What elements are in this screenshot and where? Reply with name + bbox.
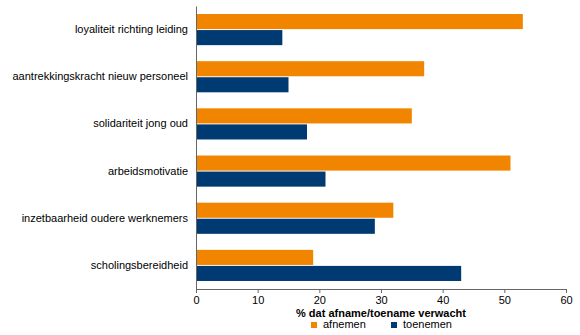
bar (196, 124, 307, 139)
y-tick-label: solidariteit jong oud (93, 117, 188, 129)
y-tick-label: scholingsbereidheid (91, 259, 188, 271)
bar (196, 14, 523, 29)
x-tick-label: 60 (560, 294, 572, 306)
x-tick-label: 40 (437, 294, 449, 306)
y-tick: scholingsbereidheid (91, 259, 188, 271)
legend-swatch (311, 322, 317, 328)
bar (196, 172, 326, 187)
x-tick: 60 (560, 289, 572, 306)
x-tick-label: 0 (193, 294, 199, 306)
y-tick: arbeidsmotivatie (108, 165, 188, 177)
plot: 0 10 20 30 40 50 60 loyaliteit richting leiding… (13, 7, 573, 306)
bar (196, 266, 461, 281)
x-tick: 10 (252, 289, 264, 306)
series-bars (196, 14, 523, 265)
y-axis: loyaliteit richting leiding aantrekkingsk… (13, 7, 197, 290)
y-tick-label: aantrekkingskracht nieuw personeel (13, 70, 189, 82)
x-tick: 40 (437, 289, 449, 306)
bar (196, 219, 375, 234)
series-bars (196, 30, 461, 281)
y-tick: solidariteit jong oud (93, 117, 188, 129)
y-tick-label: arbeidsmotivatie (108, 165, 188, 177)
chart: 0 10 20 30 40 50 60 loyaliteit richting leiding… (0, 0, 580, 335)
x-tick-mark (443, 289, 444, 293)
y-tick-label: loyaliteit richting leiding (75, 23, 188, 35)
x-tick-mark (381, 289, 382, 293)
bar (196, 108, 412, 123)
x-tick-mark (258, 289, 259, 293)
y-axis-line (196, 7, 197, 290)
x-tick: 20 (314, 289, 326, 306)
x-tick-label: 30 (375, 294, 387, 306)
bar (196, 61, 424, 76)
bars (196, 14, 523, 281)
bar (196, 77, 289, 92)
legend-label: afnemen (323, 318, 366, 330)
legend-label: toenemen (403, 318, 452, 330)
x-tick-mark (196, 289, 197, 293)
x-tick-mark (504, 289, 505, 293)
x-tick-label: 50 (499, 294, 511, 306)
bar (196, 30, 282, 45)
y-tick-label: inzetbaarheid oudere werknemers (22, 212, 189, 224)
y-tick: aantrekkingskracht nieuw personeel (13, 70, 189, 82)
y-tick: inzetbaarheid oudere werknemers (22, 212, 189, 224)
x-tick-mark (319, 289, 320, 293)
y-tick: loyaliteit richting leiding (75, 23, 188, 35)
x-tick: 50 (499, 289, 511, 306)
bar (196, 156, 511, 171)
x-tick: 0 (193, 289, 199, 306)
bar (196, 250, 313, 265)
x-tick-label: 20 (314, 294, 326, 306)
bar (196, 203, 393, 218)
x-axis-line (197, 290, 567, 294)
legend-swatch (391, 322, 397, 328)
x-tick-mark (566, 289, 567, 293)
x-axis: 0 10 20 30 40 50 60 (193, 289, 572, 306)
x-tick-label: 10 (252, 294, 264, 306)
legend: afnemen toenemen (311, 318, 452, 330)
x-tick: 30 (375, 289, 387, 306)
